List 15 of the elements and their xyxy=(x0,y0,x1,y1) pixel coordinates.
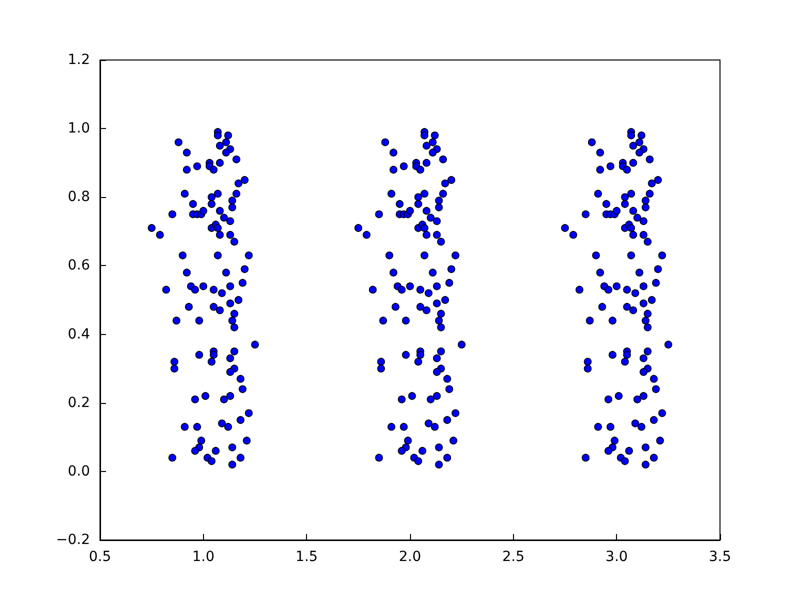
y-tick-label: 1.0 xyxy=(68,120,90,137)
y-tick-label: 0.2 xyxy=(68,394,90,411)
x-tick-label: 2.0 xyxy=(398,549,422,565)
x-tick-label: 3.0 xyxy=(606,549,628,565)
y-tick-label: 0.8 xyxy=(68,189,90,206)
x-tick-label: 2.5 xyxy=(502,549,524,565)
x-tick-label: 3.5 xyxy=(708,549,732,565)
x-tick-label: 1.5 xyxy=(296,549,318,565)
y-tick-label: 1.2 xyxy=(68,52,90,68)
y-tick-label: 0.4 xyxy=(68,326,90,342)
y-tick-label: −0.2 xyxy=(56,532,90,548)
x-tick-label: 1.0 xyxy=(192,549,214,565)
x-tick-label: 0.5 xyxy=(88,549,112,565)
y-tick-label: 0.6 xyxy=(68,258,90,274)
y-tick-label: 0.0 xyxy=(68,463,90,480)
